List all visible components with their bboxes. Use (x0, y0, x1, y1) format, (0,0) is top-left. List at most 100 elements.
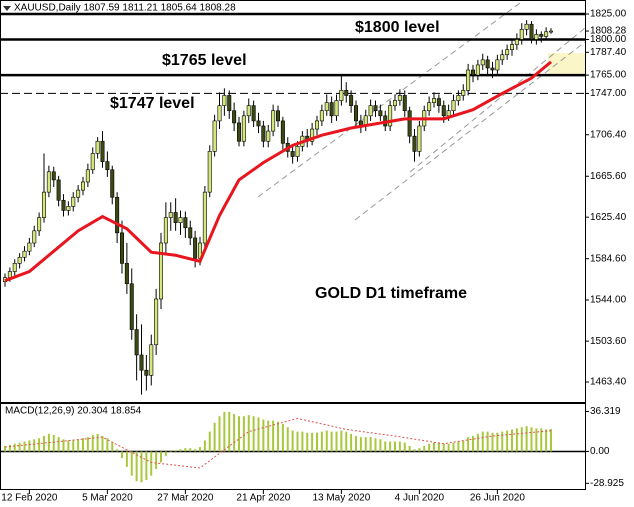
macd-bar (160, 451, 162, 463)
candle-body (41, 191, 46, 218)
candle-body (436, 98, 441, 106)
macd-bar (535, 428, 538, 452)
candle-body (183, 217, 188, 229)
macd-bar (67, 440, 70, 452)
macd-bar (96, 433, 99, 452)
candle-body (280, 120, 285, 144)
macd-bar (184, 448, 187, 452)
candle-body (95, 140, 100, 154)
candle-body (222, 95, 227, 106)
macd-label: MACD(12,26,9) 20.304 18.854 (5, 406, 142, 417)
macd-bar (125, 451, 128, 467)
macd-bar (296, 431, 299, 452)
macd-bar (462, 440, 465, 452)
macd-bar (208, 431, 211, 452)
macd-bar (379, 439, 382, 452)
candle-body (154, 298, 159, 346)
candle-body (12, 263, 17, 272)
macd-bar (550, 429, 552, 452)
x-tick-label: 13 May 2020 (312, 493, 370, 504)
macd-bar (481, 431, 484, 452)
candle-body (373, 105, 378, 112)
y-tick-label: 1544.00 (590, 295, 627, 306)
macd-bar (301, 431, 304, 452)
annotation: $1800 level (355, 19, 440, 36)
macd-bar (511, 429, 513, 452)
candle-body (76, 189, 81, 198)
macd-bar (501, 431, 504, 452)
macd-bar (267, 420, 270, 452)
macd-bar (515, 428, 518, 452)
macd-bar (57, 437, 60, 452)
candle-body (290, 151, 295, 157)
macd-bar (340, 430, 343, 452)
macd-bar (286, 427, 289, 452)
macd-bar (8, 444, 11, 452)
y-tick-label: 1765.00 (590, 70, 627, 81)
candle-body (7, 271, 12, 278)
candle-body (178, 217, 183, 223)
candle-body (495, 59, 500, 71)
macd-bar (169, 451, 172, 453)
candle-body (539, 34, 544, 37)
macd-bar (345, 431, 348, 452)
candle-body (149, 344, 154, 376)
candle-body (144, 369, 149, 376)
candle-body (56, 179, 61, 201)
candle-body (427, 102, 432, 112)
candle-body (251, 105, 256, 122)
candle-body (168, 212, 173, 218)
candle-body (475, 64, 480, 76)
macd-bar (355, 436, 357, 452)
macd-bar (408, 445, 411, 452)
macd-bar (325, 430, 328, 452)
x-tick-label: 4 Jun 2020 (395, 493, 445, 504)
highlight-zone (548, 53, 585, 75)
main-panel (0, 0, 586, 403)
candle-body (22, 250, 27, 258)
macd-bar (530, 427, 533, 452)
macd-bar (140, 451, 143, 483)
macd-bar (233, 414, 236, 452)
macd-tick-label: 0.00 (590, 446, 610, 457)
y-tick-label: 1800.00 (590, 34, 627, 45)
candle-body (466, 69, 471, 91)
x-tick-label: 27 Mar 2020 (157, 493, 214, 504)
candle-body (485, 59, 490, 69)
channel-line (354, 41, 586, 221)
candle-body (378, 110, 383, 117)
annotation: GOLD D1 timeframe (315, 285, 467, 302)
macd-bar (213, 422, 216, 452)
candle-body (324, 102, 329, 112)
candle-body (534, 34, 539, 40)
y-tick-label: 1787.40 (590, 47, 627, 58)
candle-body (237, 122, 242, 142)
macd-bar (218, 416, 221, 452)
candle-body (246, 105, 251, 117)
macd-bar (52, 434, 55, 452)
macd-bar (476, 433, 479, 452)
candle-body (61, 199, 66, 211)
candle-body (519, 29, 524, 40)
menu-arrow (3, 6, 11, 11)
candle-body (227, 95, 232, 112)
macd-bar (350, 433, 353, 452)
macd-bar (242, 416, 245, 452)
macd-bar (135, 451, 138, 482)
candle-body (388, 105, 393, 127)
macd-bar (86, 437, 89, 452)
candle-body (32, 230, 37, 244)
candle-body (173, 212, 178, 223)
macd-bar (194, 449, 197, 452)
candle-body (212, 120, 217, 152)
macd-bar (457, 441, 460, 452)
macd-bar (13, 443, 16, 452)
macd-bar (38, 438, 41, 452)
macd-bar (18, 442, 21, 452)
macd-bar (130, 451, 133, 476)
candle-body (17, 256, 22, 264)
candle-body (207, 151, 212, 193)
macd-bar (257, 417, 260, 452)
candle-body (295, 146, 300, 157)
y-tick-label: 1463.40 (590, 377, 627, 388)
